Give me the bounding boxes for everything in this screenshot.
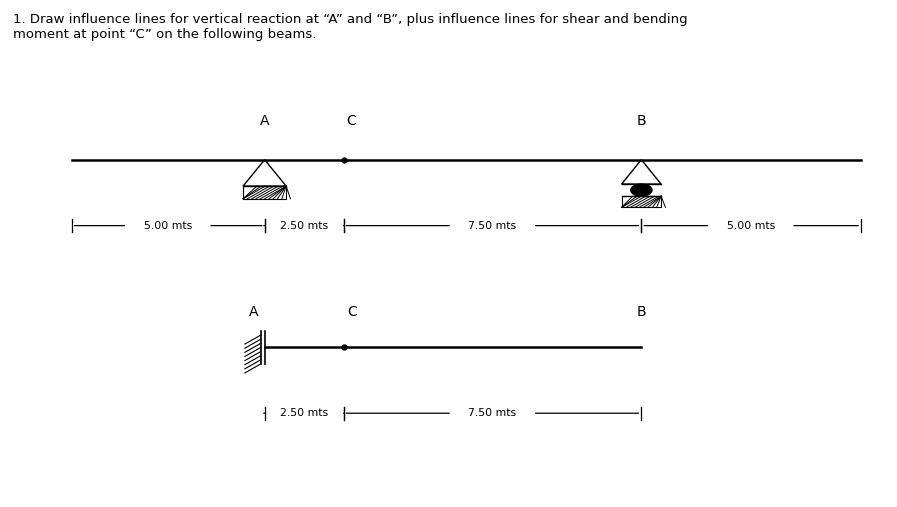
Text: 5.00 mts: 5.00 mts xyxy=(727,221,775,231)
Text: 5.00 mts: 5.00 mts xyxy=(144,221,192,231)
Text: 7.50 mts: 7.50 mts xyxy=(468,221,517,231)
Text: 2.50 mts: 2.50 mts xyxy=(280,408,328,418)
Text: 7.50 mts: 7.50 mts xyxy=(468,408,517,418)
Text: B: B xyxy=(637,305,646,319)
Text: C: C xyxy=(346,114,355,128)
Text: A: A xyxy=(260,114,269,128)
Bar xyxy=(622,196,661,207)
Circle shape xyxy=(631,184,652,196)
Text: B: B xyxy=(637,114,646,128)
Text: A: A xyxy=(249,305,258,319)
Bar xyxy=(243,186,286,199)
Text: 2.50 mts: 2.50 mts xyxy=(280,221,328,231)
Text: C: C xyxy=(348,305,357,319)
Text: 1. Draw influence lines for vertical reaction at “A” and “B”, plus influence lin: 1. Draw influence lines for vertical rea… xyxy=(13,13,688,41)
